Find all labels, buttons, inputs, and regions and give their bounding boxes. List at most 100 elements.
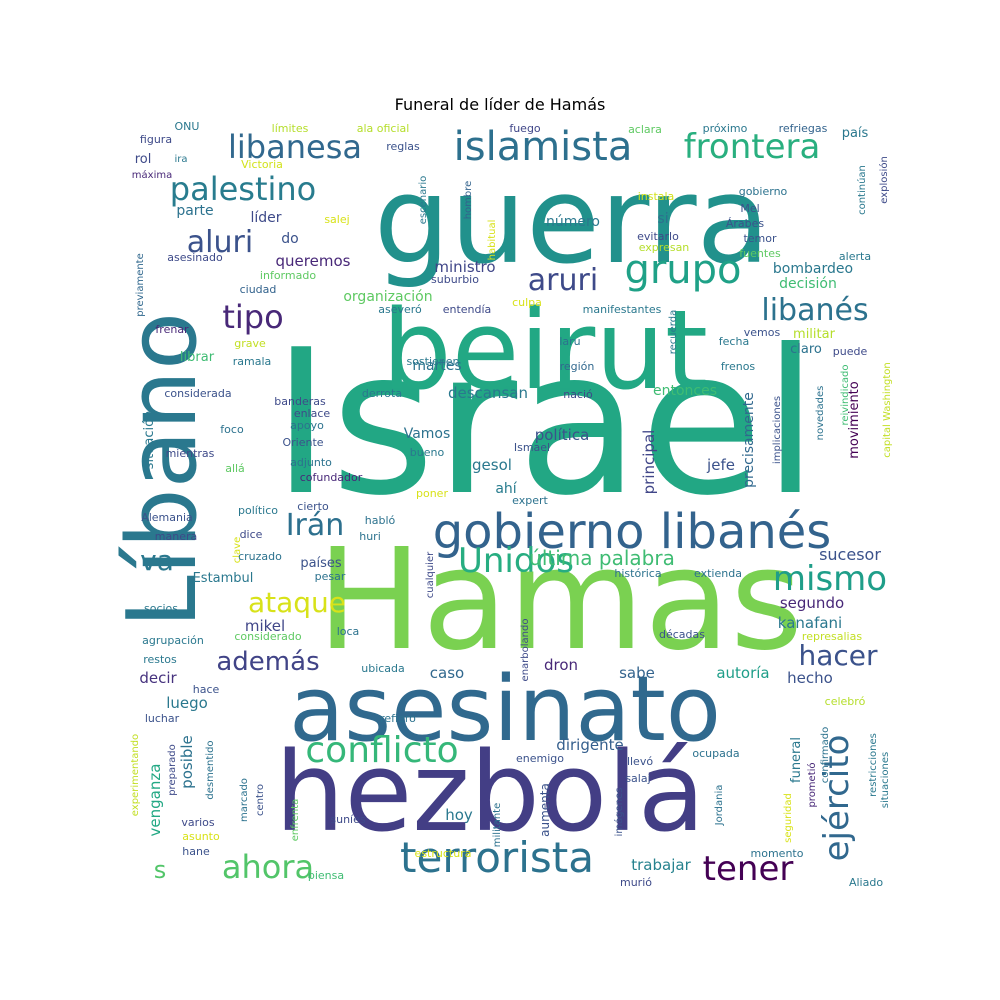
word-123: nació: [563, 388, 593, 401]
word-187: imágenes: [613, 788, 625, 837]
word-12: frontera: [684, 127, 821, 167]
word-34: hecho: [787, 669, 833, 687]
word-17: ahora: [222, 848, 314, 886]
word-99: continúan: [856, 165, 868, 215]
word-172: preparado: [167, 744, 178, 796]
word-63: principal: [640, 430, 658, 495]
word-7: gobierno libanés: [433, 504, 832, 560]
word-28: además: [216, 647, 319, 677]
word-61: parte: [176, 203, 213, 219]
word-19: ejército: [817, 735, 857, 862]
word-9: islamista: [454, 124, 633, 170]
word-30: última palabra: [529, 546, 675, 570]
word-126: vemos: [744, 326, 781, 339]
word-140: cofundador: [300, 471, 363, 484]
word-68: bombardeo: [773, 261, 853, 277]
word-195: murió: [620, 876, 652, 889]
word-164: represalias: [802, 630, 862, 643]
word-39: dirigente: [556, 736, 623, 754]
word-42: luego: [166, 694, 208, 712]
word-82: asesinado: [167, 251, 223, 264]
word-147: habló: [365, 514, 396, 527]
word-158: socios: [144, 602, 178, 615]
word-65: movimiento: [847, 381, 862, 459]
word-100: explosión: [878, 156, 890, 204]
word-154: pesar: [315, 570, 346, 583]
chart-title: Funeral de líder de Hamás: [394, 95, 606, 114]
word-55: ministro: [434, 258, 495, 276]
word-105: temor: [743, 232, 777, 245]
word-74: funeral: [789, 737, 804, 783]
word-191: hane: [182, 845, 210, 858]
word-62: do: [281, 231, 298, 247]
word-111: hombre: [463, 181, 474, 220]
word-114: salej: [324, 213, 349, 226]
word-56: queremos: [276, 252, 351, 270]
word-168: celebró: [825, 695, 866, 708]
word-185: enfrenta: [290, 799, 301, 841]
word-161: loca: [337, 625, 360, 638]
word-80: grave: [234, 337, 266, 350]
word-83: informado: [260, 269, 316, 282]
word-76: considerada: [164, 387, 231, 400]
word-193: estructura: [415, 847, 472, 860]
word-108: evitarlo: [637, 230, 679, 243]
word-87: ira: [174, 154, 187, 165]
word-107: instala: [638, 190, 675, 203]
word-22: tipo: [222, 298, 283, 336]
word-29: s: [154, 856, 167, 884]
word-144: expert: [512, 494, 548, 507]
word-184: centro: [255, 784, 266, 816]
word-130: reivindicado: [840, 364, 851, 425]
word-103: Mel: [740, 202, 759, 215]
word-36: dron: [544, 656, 578, 674]
word-18: tener: [703, 849, 794, 889]
word-167: hace: [193, 683, 220, 696]
word-151: huri: [359, 530, 381, 543]
word-128: puede: [833, 345, 868, 358]
word-136: Oriente: [282, 436, 323, 449]
word-160: considerado: [234, 630, 302, 643]
word-165: restos: [143, 653, 177, 666]
word-119: recuerda: [668, 310, 679, 354]
word-70: claro: [790, 342, 822, 357]
word-190: asunto: [182, 830, 220, 843]
word-145: político: [238, 504, 278, 517]
word-152: clave: [232, 537, 243, 563]
word-139: adjunto: [290, 456, 332, 469]
word-92: ala oficial: [357, 122, 410, 135]
word-170: refiero: [380, 712, 416, 725]
word-10: grupo: [624, 247, 741, 293]
word-149: manera: [155, 530, 197, 543]
word-129: capital Washington: [882, 362, 893, 458]
word-175: ocupada: [692, 747, 739, 760]
word-53: entonces: [653, 383, 717, 399]
word-46: trabajar: [631, 856, 691, 874]
word-85: figura: [140, 133, 172, 146]
word-134: enlace: [294, 407, 331, 420]
word-66: jefe: [706, 456, 735, 474]
word-13: libanesa: [228, 128, 362, 166]
word-14: palestino: [170, 170, 316, 208]
word-40: mikel: [245, 617, 285, 635]
word-146: Alemania: [141, 511, 193, 524]
word-84: previamente: [135, 253, 146, 317]
word-31: sucesor: [819, 545, 881, 564]
word-109: expresan: [639, 241, 690, 254]
word-153: cruzado: [238, 550, 282, 563]
word-93: reglas: [386, 140, 420, 153]
word-0: Israel: [272, 307, 819, 540]
word-26: ataque: [248, 586, 346, 619]
word-101: alerta: [839, 250, 871, 263]
word-86: rol: [135, 152, 152, 167]
word-41: decir: [139, 669, 177, 687]
word-88: máxima: [132, 169, 172, 181]
word-8: terrorista: [400, 833, 594, 882]
word-77: mientras: [166, 447, 215, 460]
word-116: aseveró: [378, 303, 422, 316]
word-3: beirut: [382, 286, 708, 414]
word-177: salaj: [625, 772, 650, 785]
word-180: seguridad: [783, 793, 794, 843]
word-112: habitual: [487, 220, 498, 261]
